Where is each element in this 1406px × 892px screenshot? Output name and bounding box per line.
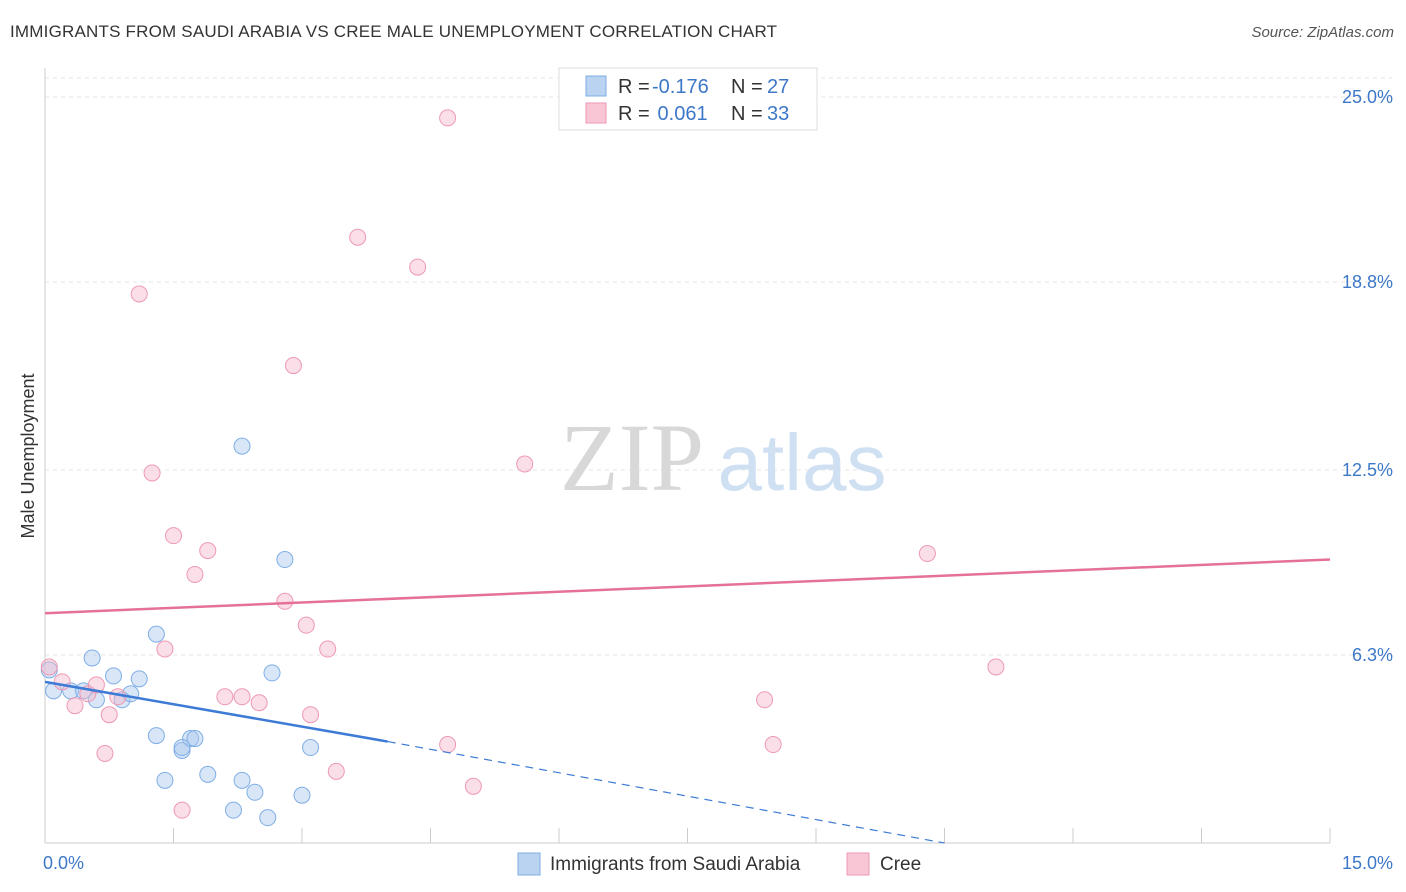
legend-swatch-saudi bbox=[517, 852, 541, 876]
point-cree bbox=[439, 109, 457, 127]
y-tick-label: 18.8% bbox=[1342, 272, 1393, 292]
y-tick-label: 6.3% bbox=[1352, 645, 1393, 665]
point-cree bbox=[250, 694, 268, 712]
legend-swatch-cree bbox=[846, 852, 870, 876]
point-cree bbox=[987, 658, 1005, 676]
point-saudi bbox=[147, 727, 165, 745]
x-axis-ticks bbox=[44, 828, 1331, 843]
point-saudi bbox=[83, 649, 101, 667]
point-saudi bbox=[259, 809, 277, 827]
source-label: Source: ZipAtlas.com bbox=[1251, 24, 1394, 41]
point-saudi bbox=[233, 771, 251, 789]
legend-label-cree: Cree bbox=[880, 854, 921, 875]
x-tick-label: 15.0% bbox=[1342, 853, 1393, 873]
point-cree bbox=[756, 691, 774, 709]
point-cree bbox=[327, 762, 345, 780]
point-saudi bbox=[186, 730, 204, 748]
y-tick-label: 25.0% bbox=[1342, 87, 1393, 107]
point-saudi bbox=[173, 739, 191, 757]
trend-lines bbox=[44, 558, 1331, 844]
watermark: ZIP atlas bbox=[560, 404, 886, 511]
trend-line-cree bbox=[44, 558, 1331, 615]
point-saudi bbox=[246, 783, 264, 801]
point-saudi bbox=[224, 801, 242, 819]
point-cree bbox=[53, 673, 71, 691]
watermark-zip: ZIP bbox=[560, 404, 704, 511]
legend-swatch-saudi bbox=[585, 75, 607, 97]
point-cree bbox=[186, 565, 204, 583]
x-tick-labels: 0.0% 15.0% bbox=[43, 853, 1393, 873]
point-cree bbox=[284, 357, 302, 375]
point-saudi bbox=[276, 551, 294, 569]
point-cree bbox=[409, 258, 427, 276]
trend-line-saudi-extension bbox=[387, 740, 945, 844]
point-cree bbox=[143, 464, 161, 482]
y-tick-label: 12.5% bbox=[1342, 460, 1393, 480]
point-cree bbox=[66, 697, 84, 715]
point-cree bbox=[96, 744, 114, 762]
point-cree bbox=[216, 688, 234, 706]
legend-swatch-cree bbox=[585, 102, 607, 124]
point-cree bbox=[100, 706, 118, 724]
point-cree bbox=[349, 228, 367, 246]
point-saudi bbox=[130, 670, 148, 688]
point-saudi bbox=[302, 739, 320, 757]
point-saudi bbox=[147, 625, 165, 643]
point-cree bbox=[439, 736, 457, 754]
watermark-atlas: atlas bbox=[718, 418, 887, 507]
point-cree bbox=[130, 285, 148, 303]
point-cree bbox=[297, 616, 315, 634]
legend-n-value: 27 bbox=[767, 76, 789, 98]
data-points bbox=[40, 109, 1005, 827]
y-axis-title: Male Unemployment bbox=[18, 373, 38, 538]
point-cree bbox=[87, 676, 105, 694]
point-cree bbox=[156, 640, 174, 658]
point-saudi bbox=[233, 437, 251, 455]
point-cree bbox=[918, 545, 936, 563]
legend-top: R = -0.176 N = 27 R = 0.061 N = 33 bbox=[558, 67, 818, 131]
point-cree bbox=[764, 736, 782, 754]
legend-n-label: N = bbox=[731, 103, 763, 125]
point-cree bbox=[464, 777, 482, 795]
point-cree bbox=[276, 592, 294, 610]
legend-bottom: Immigrants from Saudi Arabia Cree bbox=[517, 852, 921, 876]
gridlines bbox=[45, 77, 1392, 656]
legend-r-label: R = bbox=[618, 103, 650, 125]
y-tick-labels: 6.3% 12.5% 18.8% 25.0% bbox=[1342, 87, 1393, 665]
legend-label-saudi: Immigrants from Saudi Arabia bbox=[550, 854, 801, 875]
point-saudi bbox=[293, 786, 311, 804]
point-cree bbox=[233, 688, 251, 706]
point-saudi bbox=[156, 771, 174, 789]
point-cree bbox=[40, 658, 58, 676]
x-tick-label: 0.0% bbox=[43, 853, 84, 873]
point-cree bbox=[302, 706, 320, 724]
point-saudi bbox=[105, 667, 123, 685]
trend-line-saudi bbox=[44, 680, 388, 743]
point-cree bbox=[516, 455, 534, 473]
legend-r-value: -0.176 bbox=[652, 76, 709, 98]
chart-title: IMMIGRANTS FROM SAUDI ARABIA VS CREE MAL… bbox=[10, 22, 778, 41]
legend-r-value: 0.061 bbox=[652, 103, 708, 125]
point-saudi bbox=[199, 765, 217, 783]
legend-n-label: N = bbox=[731, 76, 763, 98]
point-saudi bbox=[263, 664, 281, 682]
point-cree bbox=[319, 640, 337, 658]
point-cree bbox=[199, 542, 217, 560]
point-cree bbox=[165, 527, 182, 545]
legend-n-value: 33 bbox=[767, 103, 789, 125]
point-cree bbox=[173, 801, 191, 819]
legend-r-label: R = bbox=[618, 76, 650, 98]
point-saudi bbox=[182, 730, 200, 748]
